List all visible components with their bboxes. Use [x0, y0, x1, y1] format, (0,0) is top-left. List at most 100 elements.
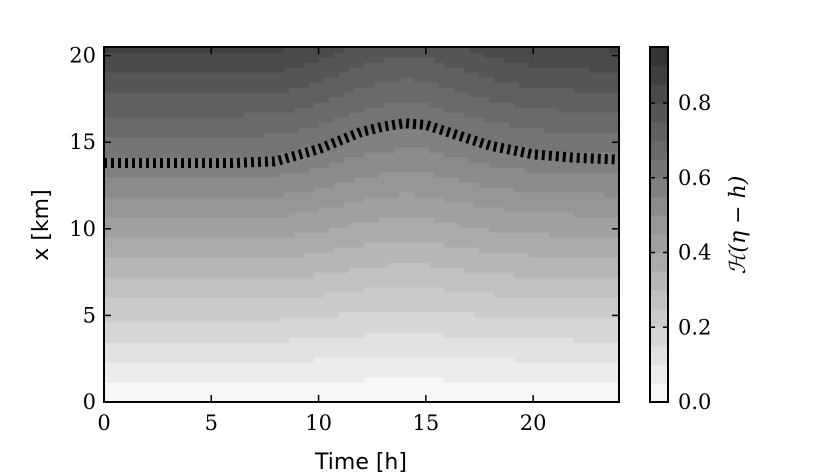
heatmap-cell [409, 147, 415, 153]
heatmap-cell [444, 317, 450, 323]
heatmap-cell [274, 272, 280, 278]
heatmap-cell [284, 322, 290, 328]
heatmap-cell [169, 397, 175, 402]
heatmap-cell [109, 137, 115, 143]
heatmap-cell [284, 237, 290, 243]
heatmap-cell [264, 107, 270, 113]
heatmap-cell [299, 222, 305, 228]
heatmap-cell [269, 112, 275, 118]
heatmap-cell [404, 127, 410, 133]
heatmap-cell [419, 227, 425, 233]
heatmap-cell [259, 292, 265, 298]
heatmap-cell [119, 312, 125, 318]
heatmap-cell [224, 312, 230, 318]
heatmap-cell [144, 392, 150, 398]
heatmap-cell [169, 392, 175, 398]
heatmap-cell [184, 197, 190, 203]
heatmap-cell [129, 342, 135, 348]
heatmap-cell [274, 82, 280, 88]
heatmap-cell [144, 192, 150, 198]
heatmap-cell [154, 142, 160, 148]
heatmap-cell [124, 277, 130, 283]
heatmap-cell [389, 237, 395, 243]
heatmap-cell [359, 127, 365, 133]
heatmap-cell [129, 382, 135, 388]
heatmap-cell [309, 292, 315, 298]
heatmap-cell [339, 252, 345, 258]
heatmap-cell [249, 222, 255, 228]
heatmap-cell [329, 202, 335, 208]
heatmap-cell [244, 282, 250, 288]
heatmap-cell [139, 242, 145, 248]
heatmap-cell [384, 237, 390, 243]
heatmap-cell [104, 212, 110, 218]
heatmap-cell [179, 177, 185, 183]
heatmap-cell [359, 192, 365, 198]
heatmap-cell [279, 147, 285, 153]
heatmap-cell [114, 107, 120, 113]
heatmap-cell [434, 267, 440, 273]
heatmap-cell [424, 202, 430, 208]
heatmap-cell [129, 117, 135, 123]
heatmap-cell [304, 327, 310, 333]
heatmap-cell [414, 297, 420, 303]
heatmap-cell [129, 212, 135, 218]
heatmap-cell [249, 307, 255, 313]
heatmap-cell [369, 217, 375, 223]
heatmap-cell [114, 72, 120, 78]
heatmap-cell [309, 157, 315, 163]
heatmap-cell [389, 177, 395, 183]
heatmap-cell [144, 342, 150, 348]
heatmap-cell [264, 47, 270, 53]
heatmap-cell [184, 212, 190, 218]
heatmap-cell [224, 292, 230, 298]
heatmap-cell [399, 247, 405, 253]
heatmap-cell [279, 217, 285, 223]
heatmap-cell [329, 82, 335, 88]
heatmap-cell [104, 352, 110, 358]
heatmap-cell [284, 142, 290, 148]
heatmap-cell [349, 237, 355, 243]
heatmap-cell [274, 122, 280, 128]
heatmap-cell [419, 57, 425, 63]
heatmap-cell [414, 322, 420, 328]
heatmap-cell [194, 387, 200, 393]
heatmap-cell [104, 392, 110, 398]
heatmap-cell [219, 217, 225, 223]
heatmap-cell [449, 287, 455, 293]
heatmap-cell [144, 172, 150, 178]
heatmap-cell [364, 222, 370, 228]
heatmap-cell [399, 387, 405, 393]
heatmap-cell [454, 297, 460, 303]
heatmap-cell [439, 217, 445, 223]
heatmap-cell [324, 52, 330, 58]
heatmap-cell [304, 172, 310, 178]
heatmap-cell [424, 352, 430, 358]
heatmap-cell [414, 192, 420, 198]
heatmap-cell [334, 67, 340, 73]
heatmap-cell [244, 307, 250, 313]
heatmap-cell [229, 87, 235, 93]
heatmap-cell [269, 137, 275, 143]
heatmap-cell [419, 397, 425, 402]
heatmap-cell [109, 62, 115, 68]
heatmap-cell [274, 367, 280, 373]
heatmap-cell [149, 342, 155, 348]
heatmap-cell [319, 112, 325, 118]
heatmap-cell [364, 352, 370, 358]
heatmap-cell [324, 97, 330, 103]
heatmap-cell [209, 382, 215, 388]
heatmap-cell [424, 387, 430, 393]
heatmap-cell [429, 117, 435, 123]
heatmap-cell [449, 77, 455, 83]
heatmap-cell [189, 142, 195, 148]
heatmap-cell [179, 107, 185, 113]
heatmap-cell [334, 172, 340, 178]
heatmap-cell [439, 67, 445, 73]
heatmap-cell [234, 112, 240, 118]
heatmap-cell [134, 47, 140, 53]
heatmap-cell [204, 267, 210, 273]
heatmap-cell [199, 162, 205, 168]
heatmap-cell [434, 167, 440, 173]
heatmap-cell [379, 232, 385, 238]
